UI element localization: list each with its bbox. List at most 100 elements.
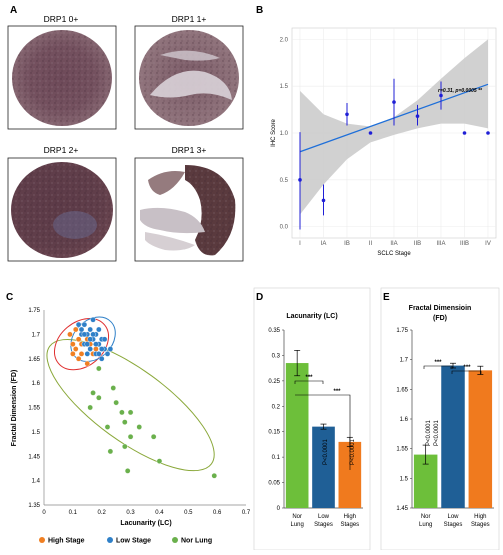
point-nor-lung xyxy=(122,443,128,450)
point-low-stage xyxy=(87,336,93,343)
point-low-stage xyxy=(98,355,105,362)
x-tick-label: Lung xyxy=(419,522,432,528)
point-low-stage xyxy=(87,346,93,352)
x-tick-label: 0.6 xyxy=(213,510,222,516)
point-low-stage xyxy=(87,326,93,333)
panel-d-yticks: 0 0.05 0.1 0.15 0.2 0.25 0.3 0.35 xyxy=(268,328,284,512)
sig-stars-e1: *** xyxy=(434,360,442,366)
x-tick-label: Stages xyxy=(314,522,333,528)
panel-c-yticks: 1.35 1.4 1.45 1.5 1.55 1.6 1.65 1.7 1.75 xyxy=(28,308,40,509)
x-tick-label: High xyxy=(474,514,486,520)
data-point xyxy=(298,178,302,182)
x-tick-label: Stages xyxy=(340,522,359,528)
point-nor-lung xyxy=(87,404,93,411)
x-tick-label: I xyxy=(299,241,301,247)
point-nor-lung xyxy=(127,433,134,440)
bar xyxy=(285,363,309,508)
bar xyxy=(338,441,362,508)
point-high-stage xyxy=(78,351,85,357)
tile-label-drp1-1: DRP1 1+ xyxy=(172,14,207,24)
y-tick-label: 1.0 xyxy=(280,131,289,137)
point-nor-lung xyxy=(113,399,119,406)
sig-stars-e2: *** xyxy=(463,365,471,371)
pval-e-2: P<0.0001 xyxy=(434,419,440,446)
panel-b: B 0.00.51.01.52.0 I IA IB II IIA IIB IIIA IIIB I… xyxy=(256,5,497,257)
panel-b-xticks: I IA IB II IIA IIB IIIA IIIB IV xyxy=(299,241,491,247)
x-tick-label: IIIA xyxy=(436,241,445,247)
panel-c-xticks: 0 0.1 0.2 0.3 0.4 0.5 0.6 0.7 xyxy=(42,510,251,516)
panel-c-letter: C xyxy=(6,292,13,303)
data-point xyxy=(486,131,490,135)
y-tick-label: 1.6 xyxy=(400,417,409,423)
point-high-stage xyxy=(75,336,82,343)
bar xyxy=(468,370,493,508)
panel-d-letter: D xyxy=(256,292,263,303)
panel-c-xlabel: Lacunarity (LC) xyxy=(120,520,171,527)
point-nor-lung xyxy=(90,390,96,396)
y-tick-label: 1.4 xyxy=(32,479,41,485)
data-point xyxy=(345,112,349,117)
y-tick-label: 1.55 xyxy=(28,406,40,412)
legend-marker-nor-lung xyxy=(172,537,178,543)
x-tick-label: Nor xyxy=(421,514,431,520)
point-nor-lung xyxy=(136,424,143,430)
correlation-annotation: r=0.31, p=0.0005 ** xyxy=(438,88,483,94)
panel-e-title-line-2: (FD) xyxy=(433,315,447,322)
panel-e-title-line-1: Fractal Dimensioin xyxy=(409,305,472,312)
point-low-stage xyxy=(84,341,91,347)
y-tick-label: 0.3 xyxy=(272,353,281,359)
panel-d-title: Lacunarity (LC) xyxy=(286,313,337,320)
sig-bracket-e1 xyxy=(423,365,453,369)
bar xyxy=(312,426,335,508)
tile-label-drp1-3: DRP1 3+ xyxy=(172,145,207,155)
point-nor-lung xyxy=(110,385,117,391)
sig-bracket-e2 xyxy=(451,370,482,374)
y-tick-label: 1.65 xyxy=(396,387,408,393)
x-tick-label: Low xyxy=(318,514,330,520)
panel-e-letter: E xyxy=(383,292,390,303)
data-point xyxy=(392,100,396,104)
point-high-stage xyxy=(72,326,79,333)
point-high-stage xyxy=(75,355,82,362)
y-tick-label: 1.45 xyxy=(28,454,40,460)
panel-c-marks xyxy=(67,316,218,479)
y-tick-label: 0 xyxy=(277,506,281,512)
y-tick-label: 1.75 xyxy=(28,308,40,314)
data-point xyxy=(321,198,326,203)
tile-label-drp1-0: DRP1 0+ xyxy=(44,14,79,24)
point-low-stage xyxy=(90,331,96,338)
x-tick-label: 0.3 xyxy=(126,510,135,516)
point-low-stage xyxy=(107,346,114,352)
x-tick-label: IIA xyxy=(390,241,397,247)
panel-a: A DRP1 0+ DRP1 1+ DRP1 2+ DRP1 3+ xyxy=(7,5,244,262)
ellipse-nor-lung xyxy=(46,338,215,472)
y-tick-label: 0.5 xyxy=(280,178,289,184)
x-tick-label: Stages xyxy=(471,522,490,528)
point-low-stage xyxy=(96,351,102,357)
panel-e: E Fractal Dimensioin (FD) 1.45 1.5 1.55 1.6… xyxy=(380,287,500,551)
point-low-stage xyxy=(84,351,91,357)
x-tick-label: Low xyxy=(447,514,459,520)
point-low-stage xyxy=(98,346,105,352)
data-point xyxy=(368,131,373,135)
point-nor-lung xyxy=(124,468,131,474)
y-tick-label: 1.5 xyxy=(400,476,409,482)
x-tick-label: IV xyxy=(485,241,491,247)
x-tick-label: Lung xyxy=(290,522,303,528)
sig-bracket-1 xyxy=(294,380,324,384)
bar xyxy=(413,454,438,508)
sig-bracket-2 xyxy=(295,394,351,470)
point-nor-lung xyxy=(122,419,128,425)
y-tick-label: 0.25 xyxy=(268,379,280,385)
y-tick-label: 1.5 xyxy=(280,84,289,90)
sig-stars-1: *** xyxy=(305,375,313,381)
y-tick-label: 1.6 xyxy=(32,381,41,387)
point-nor-lung xyxy=(96,365,102,372)
x-tick-label: 0.7 xyxy=(242,510,251,516)
pval-d-low: P<0.0001 xyxy=(323,438,329,465)
data-point xyxy=(462,131,467,135)
panel-b-letter: B xyxy=(256,5,263,16)
y-tick-label: 0.1 xyxy=(272,455,281,461)
point-high-stage xyxy=(70,351,76,357)
